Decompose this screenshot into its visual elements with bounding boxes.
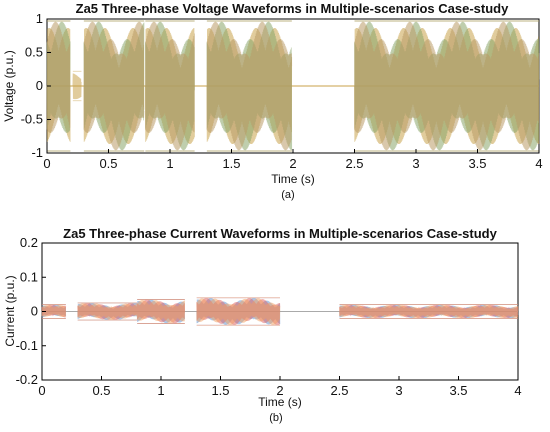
current-panel: Za5 Three-phase Current Waveforms in Mul…	[3, 226, 522, 424]
current-y-tick-label: 0.2	[20, 235, 38, 250]
current-plot-area: 0 0.5 1 1.5 2 2.5 3 3.5 4 0.2 0.1 0 -0.1 -0.2	[16, 235, 522, 398]
voltage-y-tick-label: -0.5	[21, 112, 43, 127]
voltage-chart-title: Za5 Three-phase Voltage Waveforms in Mul…	[76, 1, 509, 16]
voltage-ticks: 0 0.5 1 1.5 2 2.5 3 3.5 4 1 0.5 0 -0.5 -1	[21, 11, 543, 171]
voltage-x-tick-label: 1	[166, 156, 173, 171]
voltage-y-tick-label: 1	[36, 11, 43, 26]
voltage-x-tick-label: 2.5	[345, 156, 363, 171]
current-series-3-line	[41, 297, 519, 326]
current-x-tick-label: 2	[276, 383, 283, 398]
current-y-axis-label: Current (p.u.)	[3, 275, 17, 346]
current-x-tick-label: 4	[514, 383, 521, 398]
current-x-tick-label: 3.5	[449, 383, 467, 398]
current-x-tick-label: 3	[395, 383, 402, 398]
voltage-y-tick-label: 0	[36, 78, 43, 93]
voltage-panel: Za5 Three-phase Voltage Waveforms in Mul…	[2, 1, 543, 201]
current-series-group	[41, 297, 519, 326]
voltage-x-tick-label: 1.5	[222, 156, 240, 171]
voltage-x-tick-label: 3	[412, 156, 419, 171]
voltage-y-axis-label: Voltage (p.u.)	[2, 50, 16, 121]
current-x-tick-label: 1	[157, 383, 164, 398]
voltage-x-tick-label: 0	[43, 156, 50, 171]
current-x-tick-label: 0	[38, 383, 45, 398]
current-y-tick-label: -0.2	[16, 372, 38, 387]
current-x-tick-label: 2.5	[330, 383, 348, 398]
current-x-tick-label: 0.5	[92, 383, 110, 398]
voltage-x-tick-label: 3.5	[468, 156, 486, 171]
voltage-x-axis-label: Time (s)	[271, 172, 315, 186]
voltage-plot-area: 0 0.5 1 1.5 2 2.5 3 3.5 4 1 0.5 0 -0.5 -1	[21, 11, 543, 171]
voltage-x-tick-label: 0.5	[99, 156, 117, 171]
voltage-panel-label: (a)	[281, 189, 294, 201]
current-y-tick-label: 0.1	[20, 269, 38, 284]
voltage-y-tick-label: 0.5	[25, 45, 43, 60]
current-y-tick-label: -0.1	[16, 338, 38, 353]
current-chart-title: Za5 Three-phase Current Waveforms in Mul…	[63, 226, 497, 241]
current-y-tick-label: 0	[31, 304, 38, 319]
current-x-axis-label: Time (s)	[258, 395, 302, 409]
current-panel-label: (b)	[269, 412, 282, 424]
voltage-x-tick-label: 4	[535, 156, 542, 171]
voltage-y-tick-label: -1	[31, 145, 43, 160]
voltage-x-tick-label: 2	[289, 156, 296, 171]
current-x-tick-label: 1.5	[211, 383, 229, 398]
current-ticks: 0 0.5 1 1.5 2 2.5 3 3.5 4 0.2 0.1 0 -0.1 -0.2	[16, 235, 522, 398]
